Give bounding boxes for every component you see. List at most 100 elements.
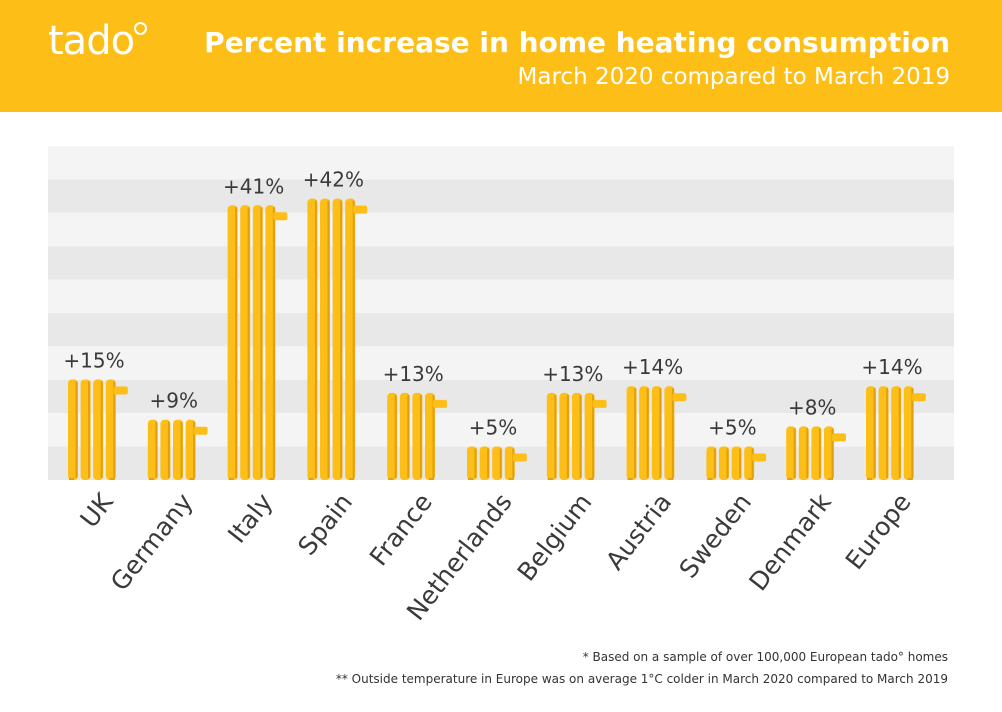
radiator-foot (508, 478, 514, 480)
chart-title: Percent increase in home heating consump… (204, 26, 950, 59)
radiator-foot (429, 478, 434, 480)
radiator-foot (349, 478, 355, 480)
radiator-column-shade (793, 428, 796, 478)
stripe-band (48, 246, 954, 280)
radiator-foot (69, 478, 74, 480)
stripe-band (48, 313, 954, 347)
category-label: Denmark (743, 487, 837, 596)
header-banner: tado Percent increase in home heating co… (0, 0, 1002, 112)
stripe-band (48, 146, 954, 180)
category-label: UK (75, 487, 120, 533)
category-label: Austria (600, 488, 677, 575)
radiator-foot (468, 478, 473, 480)
category-label: Spain (292, 488, 358, 561)
radiator-column-shade (659, 388, 662, 478)
radiator-valve (193, 426, 208, 435)
category-label: Europe (840, 488, 917, 575)
radiator-column-shade (898, 388, 901, 478)
radiator-column-shade (474, 448, 477, 478)
value-label: +9% (150, 389, 199, 413)
radiator-foot (668, 478, 674, 480)
radiator-column-shade (167, 421, 170, 478)
radiator-valve (353, 205, 368, 214)
stripe-band (48, 279, 954, 313)
radiator-valve (273, 212, 288, 221)
radiator-foot (627, 478, 633, 480)
radiator-valve (512, 453, 527, 462)
radiator-column-shade (407, 394, 410, 478)
radiator-column-shade (352, 200, 355, 478)
radiator-valve (832, 433, 846, 442)
category-label: France (364, 488, 438, 571)
radiator-column-shade (340, 200, 343, 478)
radiator-valve (113, 386, 128, 395)
bar-belgium (546, 392, 607, 480)
category-label: Germany (105, 488, 199, 597)
radiator-column-shade (634, 388, 637, 478)
category-label: Belgium (512, 488, 598, 587)
radiator-foot (547, 478, 553, 480)
radiator-column-shade (432, 394, 435, 478)
radiator-column-shade (487, 448, 490, 478)
radiator-valve (592, 399, 607, 408)
bar-denmark (786, 426, 846, 480)
radiator-column-shade (671, 388, 674, 478)
footnote-sample: * Based on a sample of over 100,000 Euro… (582, 650, 948, 664)
stripe-band (48, 179, 954, 213)
radiator-foot (588, 478, 594, 480)
radiator-column-shade (566, 394, 569, 478)
radiator-column-shade (88, 381, 91, 478)
radiator-column-shade (155, 421, 158, 478)
radiator-column-shade (886, 388, 889, 478)
radiator-column-shade (726, 448, 729, 478)
logo-degree-icon (134, 22, 147, 35)
value-label: +5% (708, 416, 757, 440)
radiator-column-shade (113, 381, 116, 478)
radiator-foot (787, 478, 793, 480)
tado-logo: tado (48, 18, 135, 64)
bar-spain (307, 198, 368, 480)
value-label: +5% (469, 416, 518, 440)
radiator-column-shade (419, 394, 422, 478)
value-label: +8% (788, 395, 837, 419)
radiator-column-shade (739, 448, 742, 478)
bar-chart: +15% +9% +41% +42% +13% +5% +13% +14% +5% +8% +14%… (48, 146, 954, 626)
radiator-column-shade (911, 388, 914, 478)
bars-group (68, 198, 926, 481)
bar-netherlands (467, 446, 527, 480)
radiator-column-shade (499, 448, 502, 478)
bar-germany (147, 419, 208, 480)
radiator-valve (672, 393, 687, 402)
radiator-column-shade (394, 394, 397, 478)
radiator-foot (148, 478, 154, 480)
value-label: +15% (63, 349, 124, 373)
radiator-column-shade (180, 421, 183, 478)
value-label: +13% (542, 362, 603, 386)
value-label: +42% (303, 168, 364, 192)
radiator-column-shade (193, 421, 196, 478)
footnote-temperature: ** Outside temperature in Europe was on … (335, 672, 948, 686)
stripe-band (48, 212, 954, 247)
value-labels-group: +15% +9% +41% +42% +13% +5% +13% +14% +5% +8% +14% (63, 168, 922, 440)
radiator-column-shade (512, 448, 515, 478)
radiator-foot (228, 478, 234, 480)
bar-uk (68, 379, 128, 480)
stripe-band (48, 379, 954, 414)
radiator-column-shade (75, 381, 78, 478)
radiator-foot (748, 478, 754, 480)
radiator-column-shade (646, 388, 649, 478)
radiator-column-shade (100, 381, 103, 478)
radiator-foot (867, 478, 872, 480)
value-label: +14% (622, 355, 683, 379)
radiator-column-shade (873, 388, 876, 478)
bar-europe (866, 386, 926, 480)
radiator-column-shade (592, 394, 595, 478)
value-label: +14% (861, 355, 922, 379)
radiator-column-shade (713, 448, 716, 478)
radiator-column-shade (314, 200, 317, 478)
radiator-foot (269, 478, 275, 480)
chart-subtitle: March 2020 compared to March 2019 (517, 64, 950, 90)
radiator-foot (189, 478, 195, 480)
radiator-foot (828, 478, 833, 480)
